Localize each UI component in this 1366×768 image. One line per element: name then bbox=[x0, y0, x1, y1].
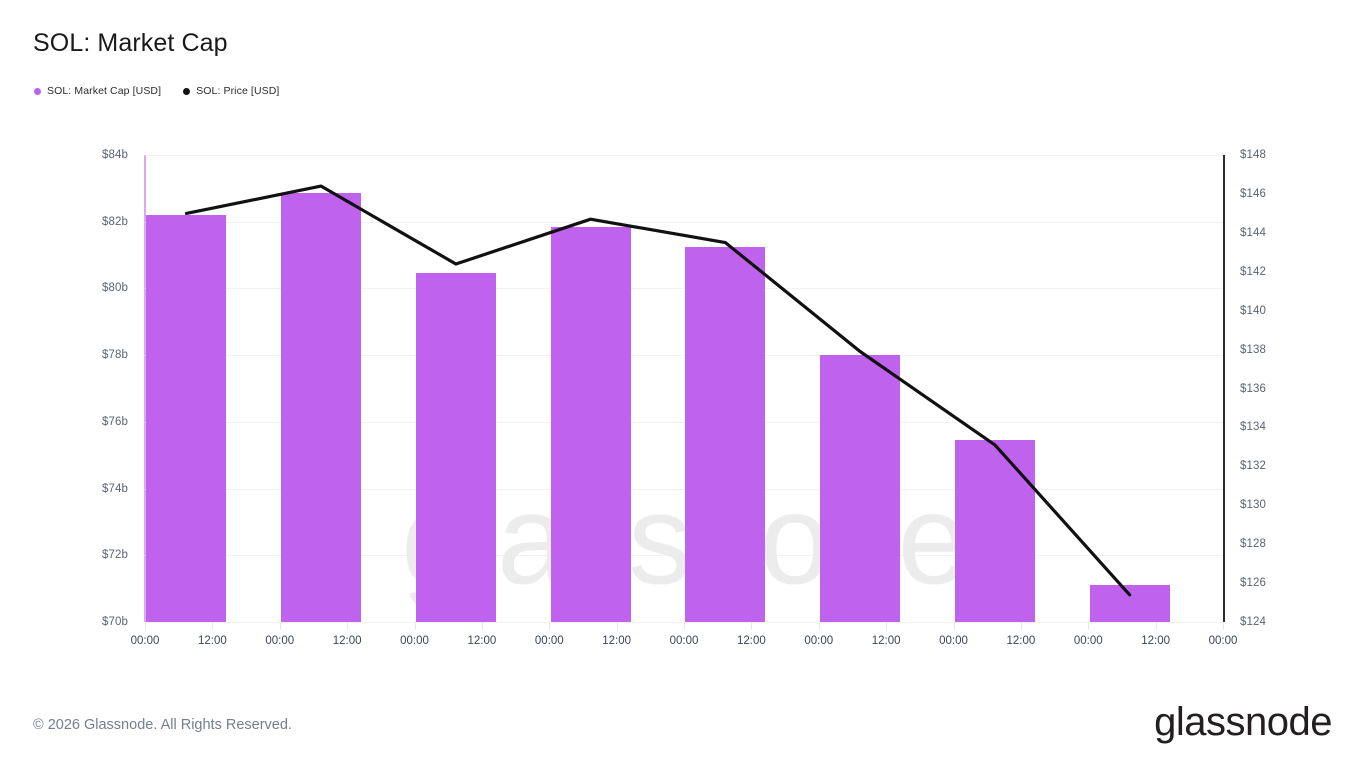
legend-item-price[interactable]: SOL: Price [USD] bbox=[183, 85, 279, 97]
y-axis-left-tick: $72b bbox=[102, 549, 128, 562]
x-axis-tick-mark bbox=[684, 622, 685, 630]
x-axis-tick-mark bbox=[481, 622, 483, 630]
y-axis-right-tick: $144 bbox=[1240, 226, 1266, 239]
x-axis-tick-mark bbox=[751, 622, 753, 630]
y-axis-right-tick: $124 bbox=[1240, 616, 1266, 628]
x-axis-tick-mark bbox=[818, 622, 820, 630]
gridline bbox=[145, 422, 1223, 423]
x-axis-tick-label: 00:00 bbox=[130, 635, 160, 647]
y-axis-right-tick: $148 bbox=[1240, 149, 1266, 161]
x-axis-tick-mark bbox=[1223, 622, 1224, 630]
gridline bbox=[145, 222, 1223, 223]
gridline bbox=[145, 555, 1223, 556]
x-axis-tick-label: 12:00 bbox=[332, 635, 362, 647]
x-axis-tick-mark bbox=[1020, 622, 1022, 630]
y-axis-right-tick: $146 bbox=[1240, 187, 1266, 200]
gridline bbox=[145, 355, 1223, 356]
legend-item-market-cap[interactable]: SOL: Market Cap [USD] bbox=[34, 85, 161, 97]
price-line-svg bbox=[184, 184, 1132, 597]
line-series-price bbox=[145, 155, 1223, 622]
x-axis-tick-label: 12:00 bbox=[467, 635, 497, 647]
y-axis-right: $124 $126 $128 $130 $132 $134 $136 $138 $140 $142… bbox=[1240, 149, 1310, 628]
y-axis-left-tick: $80b bbox=[102, 282, 128, 295]
x-axis-tick-label: 00:00 bbox=[400, 635, 429, 647]
y-axis-left-tick: $84b bbox=[102, 149, 128, 161]
x-axis-tick-label: 12:00 bbox=[197, 635, 227, 647]
x-axis-tick-mark bbox=[1155, 622, 1157, 630]
x-axis-tick-label: 12:00 bbox=[602, 635, 632, 647]
x-axis-tick-mark bbox=[145, 622, 146, 630]
legend-label: SOL: Market Cap [USD] bbox=[47, 85, 162, 97]
legend-label: SOL: Price [USD] bbox=[196, 85, 280, 97]
y-axis-left-tick: $74b bbox=[102, 482, 128, 495]
x-axis-tick-label: 00:00 bbox=[534, 635, 564, 647]
gridline bbox=[145, 489, 1223, 490]
legend-dot-icon bbox=[34, 87, 41, 95]
bar[interactable] bbox=[954, 440, 1035, 622]
x-axis-tick-label: 00:00 bbox=[669, 635, 699, 647]
x-axis-tick-label: 00:00 bbox=[265, 635, 295, 647]
y-axis-left-tick: $76b bbox=[102, 415, 128, 428]
y-axis-left-tick: $70b bbox=[102, 616, 128, 628]
y-axis-right-tick: $126 bbox=[1240, 577, 1266, 590]
bar[interactable] bbox=[685, 246, 766, 622]
y-axis-left: $70b $72b $74b $76b $78b $80b $82b $84b bbox=[60, 149, 128, 628]
y-axis-right-tick: $134 bbox=[1240, 421, 1266, 434]
y-axis-right-tick: $136 bbox=[1240, 382, 1266, 395]
y-axis-left-tick: $78b bbox=[102, 349, 128, 362]
x-axis-tick-mark bbox=[616, 622, 618, 630]
x-axis-tick-mark bbox=[279, 622, 281, 630]
x-axis-tick-mark bbox=[212, 622, 214, 630]
gridline bbox=[145, 155, 1223, 156]
y-axis-right-tick: $142 bbox=[1240, 265, 1266, 278]
chart-legend: SOL: Market Cap [USD] SOL: Price [USD] bbox=[34, 85, 279, 97]
x-axis-tick-label: 12:00 bbox=[1141, 635, 1171, 647]
bar[interactable] bbox=[281, 193, 362, 622]
y-axis-right-line bbox=[1223, 155, 1225, 622]
x-axis-tick-label: 00:00 bbox=[804, 635, 834, 647]
y-axis-left-line bbox=[144, 155, 146, 622]
bar[interactable] bbox=[1089, 585, 1170, 622]
bar[interactable] bbox=[550, 226, 631, 622]
bar-series-market-cap bbox=[145, 155, 1223, 622]
page-title: SOL: Market Cap bbox=[33, 29, 228, 57]
x-axis-tick-mark bbox=[886, 622, 888, 630]
x-axis-tick-label: 00:00 bbox=[1208, 635, 1238, 647]
y-axis-right-tick: $128 bbox=[1240, 538, 1266, 551]
plot-area: glassnode bbox=[145, 155, 1223, 623]
y-axis-right-tick: $138 bbox=[1240, 343, 1266, 356]
x-axis-tick-mark bbox=[347, 622, 349, 630]
y-axis-right-tick: $140 bbox=[1240, 304, 1266, 317]
x-axis-tick-label: 12:00 bbox=[736, 635, 766, 647]
x-axis-tick-mark bbox=[1088, 622, 1090, 630]
gridline bbox=[145, 288, 1223, 289]
x-axis-tick-label: 12:00 bbox=[871, 635, 901, 647]
footer-copyright: © 2026 Glassnode. All Rights Reserved. bbox=[33, 717, 292, 733]
legend-dot-icon bbox=[183, 87, 191, 95]
bar[interactable] bbox=[146, 215, 227, 622]
x-axis-tick-label: 00:00 bbox=[1073, 635, 1103, 647]
y-axis-left-tick: $82b bbox=[102, 215, 128, 228]
y-axis-right-tick: $132 bbox=[1240, 460, 1266, 473]
x-axis-tick-mark bbox=[414, 622, 416, 630]
bar[interactable] bbox=[415, 273, 496, 622]
bar[interactable] bbox=[820, 355, 901, 622]
y-axis-right-tick: $130 bbox=[1240, 499, 1266, 512]
footer-logo: glassnode bbox=[1154, 700, 1332, 744]
x-axis-tick-label: 00:00 bbox=[939, 635, 968, 647]
x-axis-tick-label: 12:00 bbox=[1006, 635, 1036, 647]
x-axis-tick-mark bbox=[549, 622, 551, 630]
x-axis-tick-mark bbox=[953, 622, 955, 630]
